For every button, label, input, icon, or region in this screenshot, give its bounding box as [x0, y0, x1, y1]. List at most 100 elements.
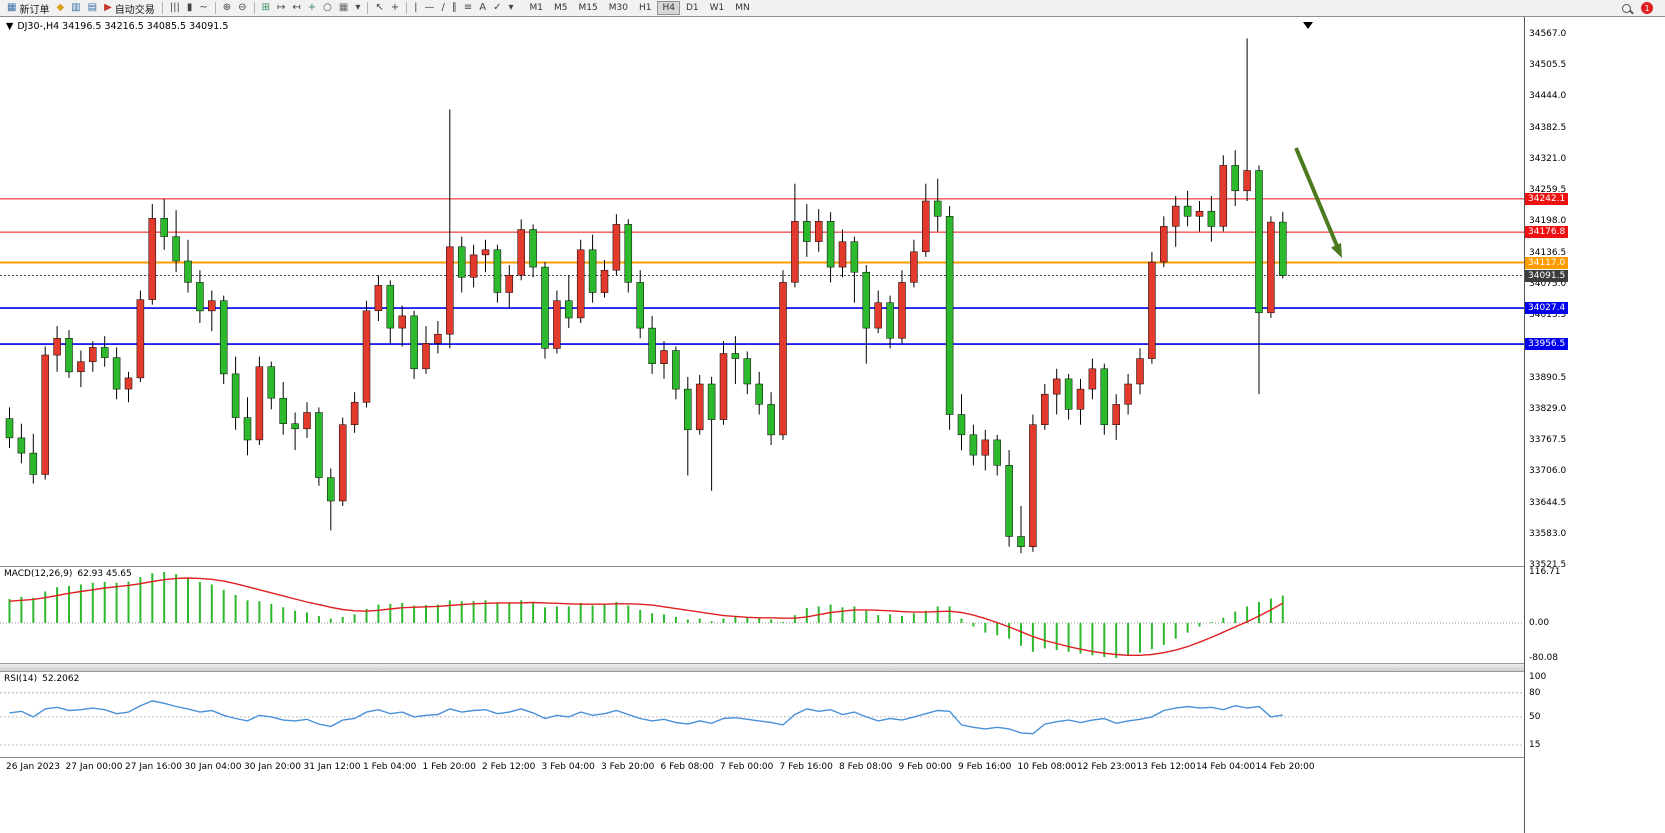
- text-label-icon: A: [479, 2, 487, 13]
- time-axis-label: 27 Jan 00:00: [65, 762, 123, 772]
- new-order-button-label: 新订单: [19, 4, 50, 16]
- timeframe-button-w1[interactable]: W1: [705, 1, 730, 15]
- zoom-in-icon: ⊕: [222, 2, 232, 13]
- zoom-out-icon[interactable]: ⊖: [235, 1, 249, 16]
- fibonacci-icon[interactable]: ≡: [461, 1, 475, 16]
- price-axis-tick: 34444.0: [1529, 91, 1567, 102]
- tile-windows-icon[interactable]: ⊞: [259, 1, 273, 16]
- algo-trading-icon: ▶: [104, 2, 112, 13]
- price-line-tag: 34027.4: [1525, 302, 1569, 315]
- arrows-tool-icon[interactable]: ✓: [490, 1, 504, 16]
- price-line-tag: 34117.0: [1525, 256, 1569, 269]
- price-line-tag: 34176.8: [1525, 226, 1569, 239]
- indicators-dropdown-caret[interactable]: ▾: [352, 1, 363, 16]
- text-label-icon[interactable]: A: [476, 1, 489, 16]
- rsi-value: 52.2062: [42, 674, 80, 684]
- chart-shift-marker[interactable]: [1303, 22, 1313, 29]
- timeframe-toolbar: M1 M5 M15 M30 H1 H4 D1 W1 MN: [525, 1, 755, 15]
- search-icon[interactable]: [1622, 3, 1631, 13]
- auto-scroll-icon[interactable]: ↦: [274, 1, 288, 16]
- notification-badge[interactable]: 1: [1641, 2, 1653, 14]
- rsi-axis-tick: 80: [1529, 687, 1541, 698]
- macd-indicator[interactable]: [0, 567, 1524, 663]
- timeframe-button-m1[interactable]: M1: [525, 1, 549, 15]
- macd-title: MACD(12,26,9): [4, 569, 73, 579]
- period-clock-icon: ○: [323, 2, 332, 13]
- data-window-icon[interactable]: ▤: [85, 1, 100, 16]
- collapse-triangle-icon[interactable]: ▼: [6, 21, 14, 32]
- toolbar-items: ▦ 新订单 ◆ ▥ ▤ ▶ 自动交易 ||| ▮ ~ ⊕ ⊖ ⊞ ↦ ↤ + ○ ▦ ▾ ↖ + | — / ∥ ≡ A ✓ ▾: [4, 1, 517, 16]
- shapes-dropdown-caret[interactable]: ▾: [506, 1, 517, 16]
- timeframe-button-h1[interactable]: H1: [634, 1, 657, 15]
- price-line-tag: 33956.5: [1525, 338, 1569, 351]
- line-chart-mode-icon[interactable]: ~: [196, 1, 210, 16]
- arrows-tool-icon: ✓: [493, 2, 502, 13]
- crosshair-icon[interactable]: +: [388, 1, 402, 16]
- bar-chart-mode-icon: |||: [169, 2, 180, 13]
- auto-scroll-icon: ↦: [276, 2, 286, 13]
- bottom-filler: [0, 778, 1524, 833]
- price-axis[interactable]: 34567.0 34505.5 34444.0 34382.5 34321.0 34259…: [1525, 17, 1665, 833]
- panel-splitter[interactable]: [0, 663, 1524, 672]
- chart-header: ▼ DJ30-,H4 34196.5 34216.5 34085.5 34091…: [6, 21, 228, 32]
- time-axis-label: 2 Feb 12:00: [482, 762, 536, 772]
- timeframe-button-h4[interactable]: H4: [657, 1, 680, 15]
- period-clock-icon[interactable]: ○: [320, 1, 335, 16]
- algo-trading-button[interactable]: ▶ 自动交易: [101, 1, 158, 16]
- time-axis-label: 9 Feb 00:00: [898, 762, 952, 772]
- time-axis-label: 6 Feb 08:00: [660, 762, 714, 772]
- new-chart-icon[interactable]: +: [305, 1, 319, 16]
- timeframe-button-m30[interactable]: M30: [604, 1, 633, 15]
- price-axis-tick: 34013.5: [1529, 310, 1567, 321]
- annotation-arrow[interactable]: [1331, 243, 1342, 258]
- history-center-icon[interactable]: ▦: [336, 1, 351, 16]
- time-axis-label: 3 Feb 20:00: [601, 762, 655, 772]
- price-axis-tick: 34136.5: [1529, 247, 1567, 258]
- timeframe-button-mn[interactable]: MN: [730, 1, 755, 15]
- price-axis-tick: 34567.0: [1529, 28, 1567, 39]
- time-axis-label: 26 Jan 2023: [6, 762, 60, 772]
- zoom-in-icon[interactable]: ⊕: [220, 1, 234, 16]
- macd-axis-tick: 0.00: [1529, 618, 1550, 628]
- chart-window-icon[interactable]: ▥: [68, 1, 83, 16]
- channel-icon[interactable]: ∥: [449, 1, 460, 16]
- zoom-out-icon: ⊖: [238, 2, 247, 13]
- price-line-tag: 34242.1: [1525, 192, 1569, 205]
- toolbar: ▦ 新订单 ◆ ▥ ▤ ▶ 自动交易 ||| ▮ ~ ⊕ ⊖ ⊞ ↦ ↤ + ○ ▦ ▾ ↖ + | — / ∥ ≡ A ✓ ▾ M1 M…: [0, 0, 1665, 17]
- horizontal-line-icon[interactable]: —: [422, 1, 438, 16]
- time-axis[interactable]: 26 Jan 2023 27 Jan 00:00 27 Jan 16:00 30 Ja…: [0, 758, 1524, 778]
- trendline-icon[interactable]: /: [439, 1, 448, 16]
- indicators-dropdown-caret-icon: ▾: [355, 2, 361, 13]
- market-watch-icon[interactable]: ◆: [53, 1, 67, 16]
- symbol-ohlc-text: DJ30-,H4 34196.5 34216.5 34085.5 34091.5: [17, 21, 229, 32]
- toolbar-separator: [406, 2, 408, 14]
- rsi-axis-tick: 50: [1529, 711, 1541, 722]
- vertical-line-icon[interactable]: |: [411, 1, 420, 16]
- price-axis-tick: 34321.0: [1529, 153, 1567, 164]
- candlestick-chart[interactable]: [0, 17, 1524, 566]
- bar-chart-mode-icon[interactable]: |||: [167, 1, 183, 16]
- rsi-axis-tick: 100: [1529, 671, 1547, 682]
- time-axis-label: 27 Jan 16:00: [125, 762, 182, 772]
- rsi-indicator[interactable]: [0, 672, 1524, 757]
- time-axis-label: 3 Feb 04:00: [541, 762, 595, 772]
- cursor-icon[interactable]: ↖: [372, 1, 386, 16]
- price-axis-tick: 34505.5: [1529, 60, 1567, 70]
- timeframe-button-m5[interactable]: M5: [549, 1, 573, 15]
- timeframe-button-d1[interactable]: D1: [681, 1, 704, 15]
- trendline-icon: /: [441, 2, 445, 13]
- time-axis-label: 13 Feb 12:00: [1136, 762, 1196, 772]
- price-axis-tick: 34382.5: [1529, 122, 1567, 133]
- candle-chart-mode-icon[interactable]: ▮: [184, 1, 196, 16]
- horizontal-line-icon: —: [424, 2, 435, 13]
- rsi-axis-tick: 15: [1529, 740, 1541, 750]
- new-order-button[interactable]: ▦ 新订单: [4, 1, 52, 16]
- timeframe-button-m15[interactable]: M15: [574, 1, 603, 15]
- time-axis-label: 14 Feb 20:00: [1255, 762, 1315, 772]
- macd-panel: MACD(12,26,9) 62.93 45.65: [0, 567, 1524, 663]
- price-axis-tick: 33829.0: [1529, 403, 1567, 414]
- chart-shift-icon[interactable]: ↤: [289, 1, 303, 16]
- price-axis-tick: 34198.0: [1529, 216, 1567, 227]
- vertical-line-icon: |: [414, 2, 418, 13]
